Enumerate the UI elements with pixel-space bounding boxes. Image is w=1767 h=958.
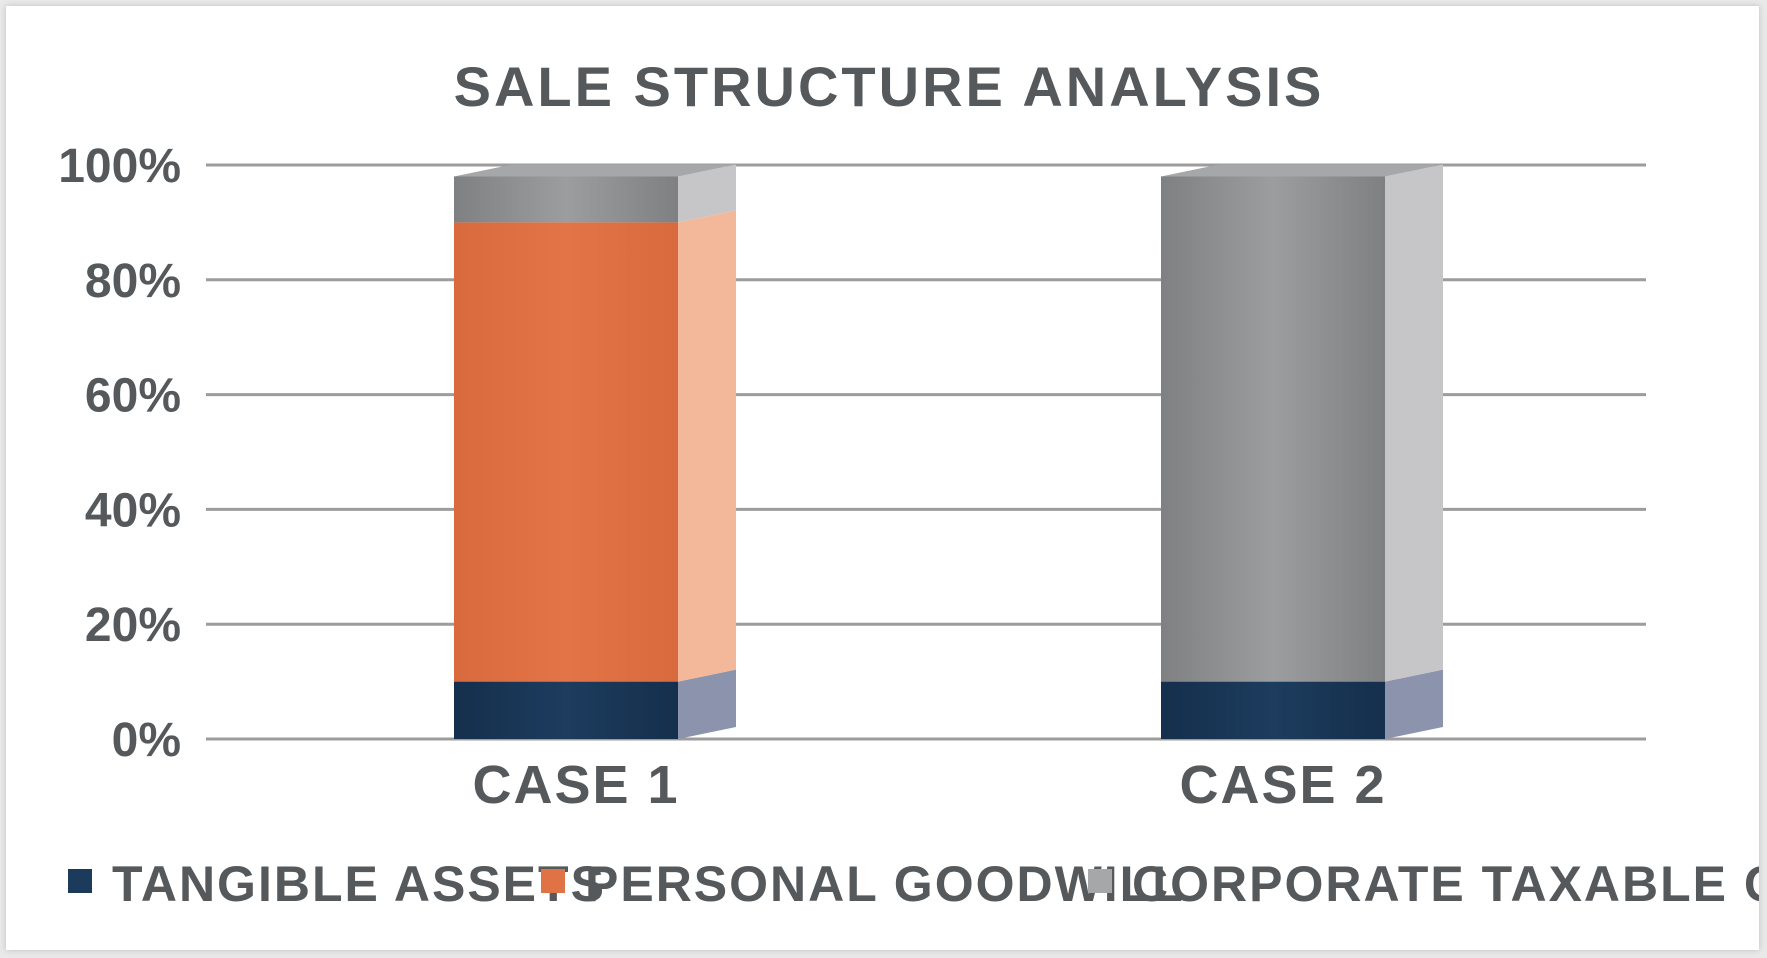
x-category-label: CASE 1 <box>472 755 679 815</box>
bar-segment <box>1161 164 1443 682</box>
x-axis-categories: CASE 1 CASE 2 <box>472 755 1386 815</box>
legend-label: TANGIBLE ASSETS <box>112 856 606 912</box>
sale-structure-chart: SALE STRUCTURE ANALYSIS 0% 20% 40% 60% 80% 10… <box>58 55 1759 912</box>
y-axis-ticks: 0% 20% 40% 60% 80% 100% <box>58 140 181 767</box>
y-tick-label: 40% <box>85 484 181 537</box>
y-tick-label: 100% <box>58 140 181 193</box>
bar-segment-front <box>454 222 678 682</box>
bar-segment-side <box>678 669 736 739</box>
y-tick-label: 0% <box>112 714 181 767</box>
y-tick-label: 20% <box>85 599 181 652</box>
chart-card: SALE STRUCTURE ANALYSIS 0% 20% 40% 60% 80% 10… <box>6 6 1759 950</box>
bar-segment <box>454 669 736 739</box>
bar-segment <box>454 210 736 682</box>
bar-segment <box>454 164 736 223</box>
bar-segment-front <box>454 681 678 739</box>
legend-label: CORPORATE TAXABLE GAIN <box>1132 856 1759 912</box>
bar-segment-front <box>454 176 678 223</box>
y-tick-label: 60% <box>85 370 181 423</box>
legend-swatch <box>1088 869 1112 893</box>
bar-segment-side <box>678 164 736 223</box>
bar-top-face <box>454 164 736 177</box>
legend-item: TANGIBLE ASSETS <box>68 856 606 912</box>
legend-label: PERSONAL GOODWILL <box>585 856 1185 912</box>
legend-item: PERSONAL GOODWILL <box>541 856 1185 912</box>
chart-title: SALE STRUCTURE ANALYSIS <box>454 55 1325 118</box>
y-tick-label: 80% <box>85 255 181 308</box>
bar-segment <box>1161 669 1443 739</box>
legend-swatch <box>541 869 565 893</box>
bar-top-face <box>1161 164 1443 177</box>
bars <box>454 164 1443 739</box>
bar-segment-front <box>1161 681 1385 739</box>
bar-segment-side <box>1385 669 1443 739</box>
x-category-label: CASE 2 <box>1179 755 1386 815</box>
legend-swatch <box>68 869 92 893</box>
legend-item: CORPORATE TAXABLE GAIN <box>1088 856 1759 912</box>
bar-segment-front <box>1161 176 1385 682</box>
gridlines <box>206 163 1646 741</box>
bar-segment-side <box>1385 164 1443 682</box>
bar-segment-side <box>678 210 736 682</box>
